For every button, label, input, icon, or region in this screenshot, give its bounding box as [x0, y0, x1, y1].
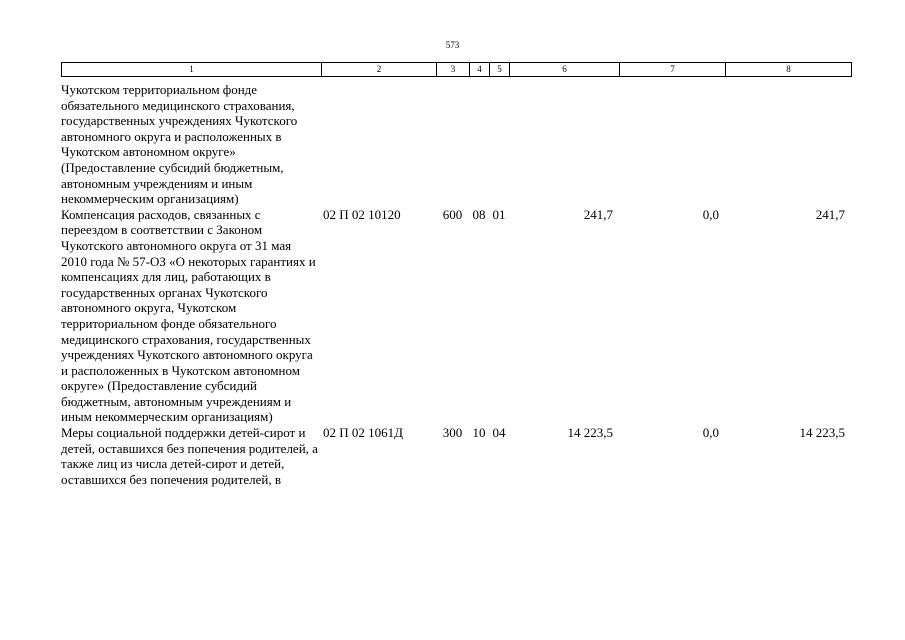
row-pr: 04: [492, 425, 506, 441]
table-row: Меры социальной поддержки детей-сирот и …: [61, 425, 851, 487]
row-code: 02 П 02 10120: [323, 206, 401, 222]
table-row: Компенсация расходов, связанных с переез…: [61, 207, 851, 425]
column-number-4: 4: [469, 62, 490, 77]
row-code: [321, 82, 436, 207]
row-sum-1: 14 223,5: [567, 425, 614, 441]
column-number-7: 7: [619, 62, 726, 77]
row-rz: [469, 82, 489, 207]
row-rz: 10: [472, 425, 486, 441]
row-sum-3: [725, 82, 851, 207]
row-code: 02 П 02 1061Д: [323, 425, 404, 441]
row-description: Чукотском территориальном фонде обязател…: [61, 82, 298, 207]
row-description: Компенсация расходов, связанных с переез…: [61, 206, 316, 425]
row-sum-1: [509, 82, 619, 207]
row-rz: 08: [472, 206, 486, 222]
row-sum-2: 0,0: [702, 206, 719, 222]
row-pr: 01: [492, 206, 506, 222]
row-sum-3: 241,7: [815, 206, 845, 222]
table-row: Чукотском территориальном фонде обязател…: [61, 82, 851, 207]
row-sum-2: [619, 82, 725, 207]
row-vr: [436, 82, 469, 207]
budget-table: Чукотском территориальном фонде обязател…: [61, 82, 851, 487]
column-number-2: 2: [321, 62, 437, 77]
row-vr: 300: [442, 425, 463, 441]
column-number-3: 3: [436, 62, 470, 77]
row-sum-1: 241,7: [583, 206, 613, 222]
row-pr: [489, 82, 509, 207]
row-vr: 600: [442, 206, 463, 222]
row-sum-2: 0,0: [702, 425, 719, 441]
column-number-1: 1: [61, 62, 322, 77]
column-number-8: 8: [725, 62, 852, 77]
column-number-6: 6: [509, 62, 620, 77]
column-number-5: 5: [489, 62, 510, 77]
row-sum-3: 14 223,5: [799, 425, 846, 441]
page-number: 573: [445, 40, 460, 50]
row-description: Меры социальной поддержки детей-сирот и …: [61, 425, 318, 487]
column-number-header: 1 2 3 4 5 6 7 8: [61, 62, 852, 77]
